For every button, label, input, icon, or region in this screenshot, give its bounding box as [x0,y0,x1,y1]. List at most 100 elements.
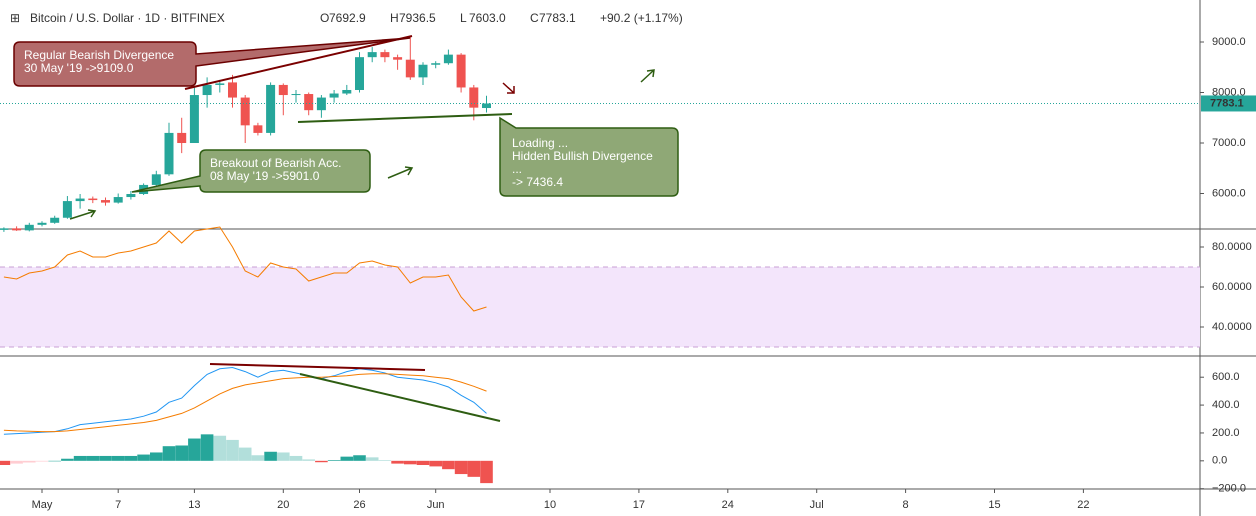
x-tick-label: 10 [544,499,556,511]
candle-body [304,94,314,111]
candle-body [456,54,466,88]
trend-line [184,35,413,90]
histogram-bar [200,434,214,461]
histogram-bar [416,460,430,466]
x-tick-label: 17 [633,499,645,511]
arrow [640,69,655,83]
candle-body [418,64,428,78]
candle-body [88,198,98,201]
candle-body [75,198,85,202]
plot: 6000.07000.08000.09000.040.000060.000080… [0,36,1256,511]
histogram-bar [264,451,277,461]
histogram-bar [315,460,328,463]
histogram-bar [365,457,379,461]
candle-body [101,200,110,203]
histogram-bar [99,455,112,461]
candle-body [355,57,364,90]
candle-body [50,217,60,223]
candle-body [253,125,263,133]
candle-body [126,194,136,198]
x-tick-label: 26 [353,499,365,511]
annotation: Breakout of Bearish Acc. [210,156,341,170]
candle-body [37,222,47,225]
candle-body [342,89,352,94]
y-tick-label: 600.0 [1212,371,1240,383]
histogram-bar [340,456,354,461]
candle-body [113,197,123,203]
histogram-bar [137,454,150,461]
histogram-bar [480,460,493,484]
y-tick-label: 9000.0 [1212,36,1246,48]
histogram-bar [124,455,138,461]
x-tick-label: 8 [903,499,909,511]
drawings: ⊞ Bitcoin / U.S. Dollar · 1D · BITFINEX O… [10,11,683,422]
arrow [69,209,97,220]
change: +90.2 (+1.17%) [600,11,683,25]
histogram-bar [353,455,366,461]
last-price-label: 7783.1 [1210,97,1244,109]
histogram-bar [111,455,125,461]
histogram-bar [175,445,188,461]
x-tick-label: Jun [427,499,445,511]
histogram-bar [23,460,36,463]
icon[interactable]: ⊞ [10,11,20,25]
y-tick-label: 60.0000 [1212,281,1252,293]
histogram-bar [327,460,341,461]
ohlc-label: O [320,11,329,25]
candle-body [443,54,453,64]
histogram-bar [467,460,481,477]
arrow [502,82,515,94]
y-tick-label: 8000.0 [1212,86,1246,98]
candle-body [228,82,237,98]
rsi-line [3,226,487,312]
histogram-bar [188,438,201,461]
histogram-bar [404,460,417,465]
rsi-band [0,267,1200,347]
candle-body [278,84,288,96]
histogram-bar [238,447,252,461]
ohlc-value: 7692.9 [329,11,366,25]
ohlc-label: C [530,11,539,25]
x-tick-label: 15 [988,499,1000,511]
candle-body [405,59,415,78]
candle-body [215,83,225,85]
macd-line [3,373,487,433]
x-tick-label: 24 [722,499,734,511]
histogram-bar [442,460,455,470]
y-tick-label: −200.0 [1212,483,1246,495]
candle-body [177,132,187,144]
candle-body [431,63,441,65]
annotation: 08 May '19 ->5901.0 [210,169,320,183]
candle-body [164,132,174,175]
histogram-bar [378,460,392,461]
histogram-bar [429,460,442,467]
candle-body [380,52,390,58]
candle-body [291,94,301,96]
y-tick-label: 7000.0 [1212,137,1246,149]
histogram-bar [0,460,11,466]
histogram-bar [35,460,49,462]
ohlc-value: 7936.5 [399,11,436,25]
ohlc-value: 7783.1 [539,11,576,25]
histogram-bar [61,458,74,461]
histogram-bar [150,452,163,461]
annotation: ... [512,162,522,176]
histogram-bar [48,460,61,462]
trend-line [297,113,513,123]
y-tick-label: 400.0 [1212,399,1240,411]
histogram-bar [454,460,468,475]
callout [499,116,679,197]
arrow [387,166,414,179]
callout [131,149,371,193]
candle-body [62,201,72,218]
x-tick-label: 13 [188,499,200,511]
histogram-bar [289,455,303,461]
candle-body [266,84,276,133]
candle-body [482,103,491,109]
candle-body [0,228,9,230]
y-tick-label: 40.0000 [1212,321,1252,333]
candle-body [24,224,34,231]
candle-body [367,52,377,58]
x-tick-label: May [32,499,53,511]
